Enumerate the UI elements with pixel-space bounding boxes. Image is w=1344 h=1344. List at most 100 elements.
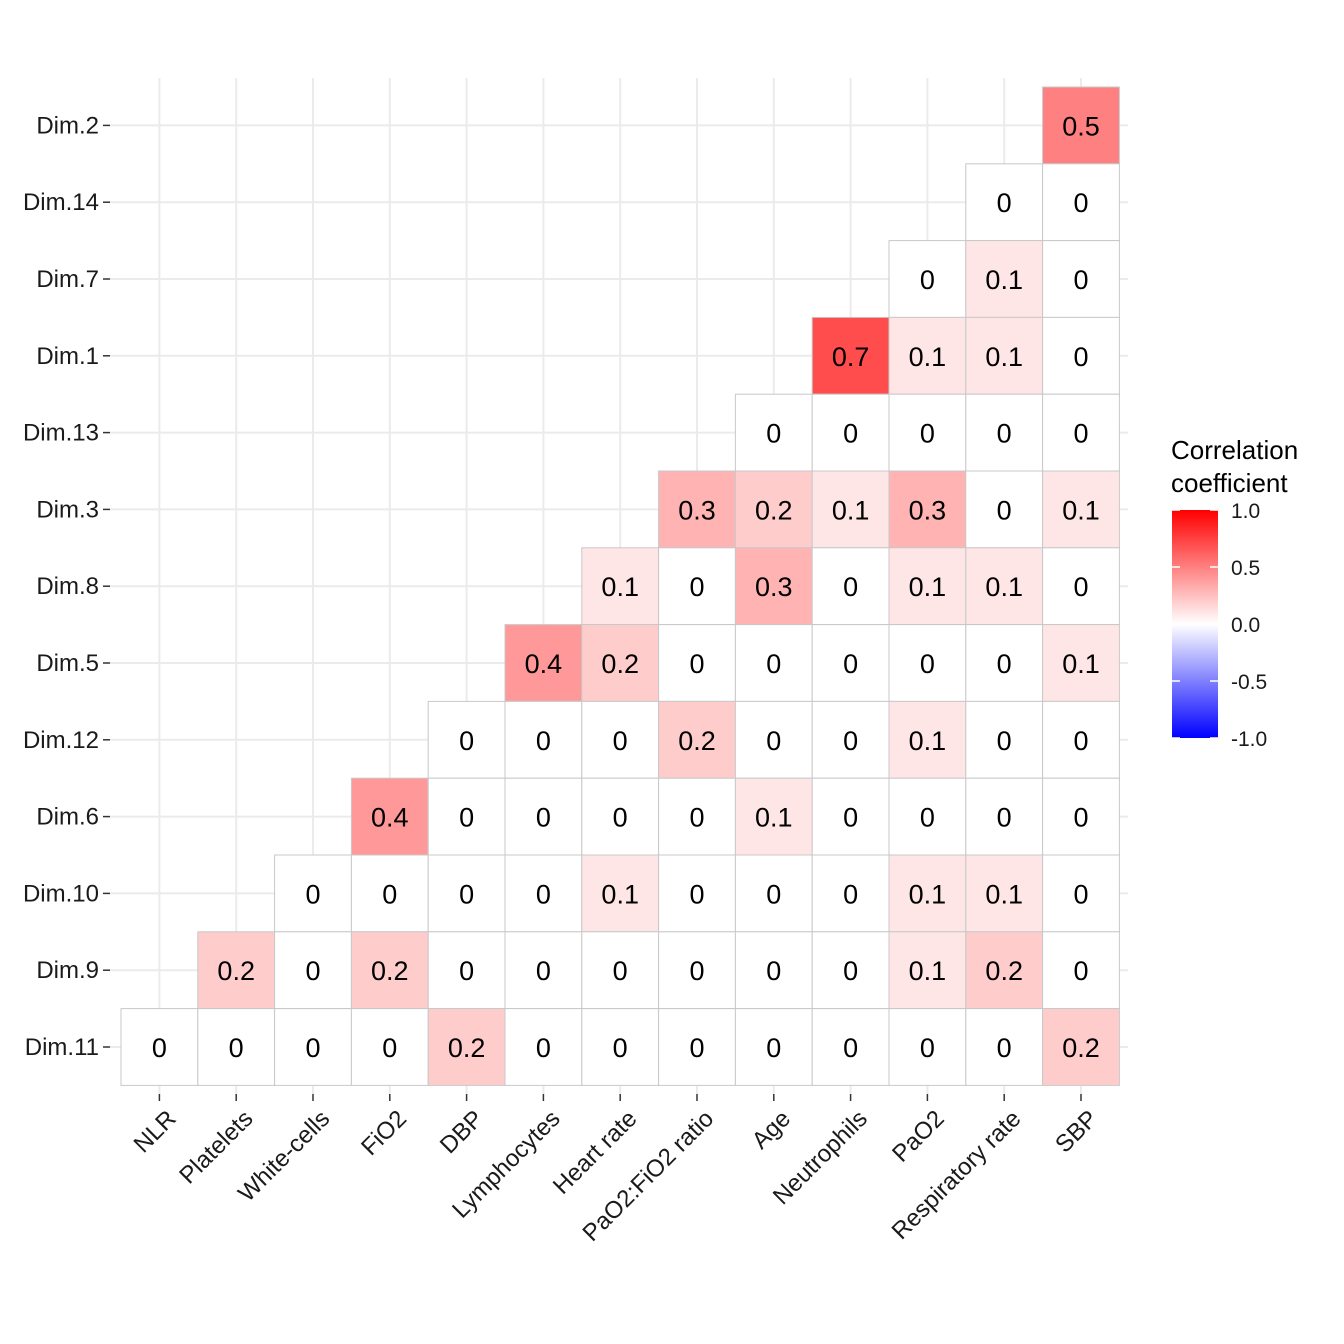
cell-value-label: 0.1: [909, 956, 947, 986]
cell-value-label: 0: [997, 419, 1012, 449]
cell-value-label: 0: [997, 649, 1012, 679]
cell-value-label: 0: [920, 1033, 935, 1063]
heatmap-cell: [427, 854, 506, 933]
heatmap-cell: [120, 1008, 199, 1086]
x-tick-label: PaO2:FiO2 ratio: [578, 1105, 720, 1247]
legend-tick-label: -1.0: [1231, 728, 1267, 751]
cell-value-label: 0: [689, 649, 704, 679]
heatmap-cell: [504, 777, 583, 856]
cell-value-label: 0: [997, 495, 1012, 525]
legend-tick-label: 1.0: [1231, 500, 1260, 523]
heatmap-cell: [888, 700, 967, 779]
y-tick-label: Dim.10: [23, 880, 99, 907]
cell-value-label: 0: [305, 956, 320, 986]
cell-value-label: 0: [536, 726, 551, 756]
legend-tick-label: 0.0: [1231, 614, 1260, 637]
heatmap-cell: [581, 1008, 660, 1086]
y-tick-label: Dim.7: [36, 266, 99, 293]
heatmap-cell: [658, 700, 736, 779]
heatmap-cell: [888, 931, 967, 1010]
heatmap-cell: [888, 854, 967, 933]
cell-value-label: 0: [613, 956, 628, 986]
cell-value-label: 0.1: [909, 726, 947, 756]
cell-value-label: 0: [613, 1033, 628, 1063]
heatmap-cell: [1042, 1008, 1120, 1086]
heatmap-cell: [658, 931, 736, 1010]
legend-title-line2: coefficient: [1171, 468, 1288, 498]
cell-value-label: 0: [613, 726, 628, 756]
cell-value-label: 0: [843, 803, 858, 833]
cell-value-label: 0: [920, 803, 935, 833]
heatmap-cell: [888, 393, 967, 472]
heatmap-cell: [581, 931, 660, 1010]
heatmap-cell: [811, 547, 890, 626]
x-tick-label: NLR: [129, 1105, 182, 1158]
cell-value-label: 0: [1073, 342, 1088, 372]
heatmap-cell: [965, 393, 1044, 472]
heatmap-cell: [658, 470, 736, 549]
heatmap-cell: [811, 700, 890, 779]
cell-value-label: 0.1: [601, 879, 639, 909]
cell-value-label: 0: [1073, 572, 1088, 602]
heatmap-cell: [734, 1008, 813, 1086]
cell-value-label: 0: [689, 803, 704, 833]
heatmap-cell: [888, 470, 967, 549]
y-tick-label: Dim.11: [25, 1034, 99, 1061]
cell-value-label: 0.1: [909, 879, 947, 909]
heatmap-cell: [811, 316, 890, 395]
cell-value-label: 0.1: [909, 572, 947, 602]
y-tick-label: Dim.3: [36, 496, 99, 523]
heatmap-cell: [581, 547, 660, 626]
cell-value-label: 0: [997, 188, 1012, 218]
legend-tick-label: 0.5: [1231, 557, 1260, 580]
heatmap-cell: [197, 1008, 276, 1086]
cell-value-label: 0: [843, 956, 858, 986]
heatmap-cell: [1042, 393, 1120, 472]
cell-value-label: 0: [843, 649, 858, 679]
heatmap-cell: [734, 624, 813, 702]
cell-value-label: 0: [305, 1033, 320, 1063]
cell-value-label: 0.2: [371, 956, 409, 986]
cell-value-label: 0: [1073, 188, 1088, 218]
cell-value-label: 0: [459, 879, 474, 909]
cell-value-label: 0: [1073, 265, 1088, 295]
x-tick-label: SBP: [1050, 1105, 1103, 1158]
heatmap-cell: [965, 163, 1044, 242]
heatmap-cell: [1042, 240, 1120, 318]
y-tick-label: Dim.13: [23, 420, 99, 447]
cell-value-label: 0: [843, 1033, 858, 1063]
cell-value-label: 0.4: [525, 649, 563, 679]
cell-value-label: 0.4: [371, 803, 409, 833]
cell-value-label: 0: [689, 956, 704, 986]
heatmap-cell: [1042, 700, 1120, 779]
cell-value-label: 0: [459, 726, 474, 756]
heatmap-cell: [274, 931, 352, 1010]
heatmap-cell: [1042, 316, 1120, 395]
cell-value-label: 0.1: [985, 572, 1023, 602]
cell-value-labels: 0.5 0 0 0 0.1 0 0.7 0.1 0.1 0 0 0 0 0 0 0.3 0.2 0.1 0.3 0 0.…: [152, 111, 1100, 1063]
cell-value-label: 0.2: [755, 495, 793, 525]
heatmap-cell: [1042, 931, 1120, 1010]
x-tick-label: Age: [747, 1105, 796, 1154]
heatmap-cell: [658, 624, 736, 702]
cell-value-label: 0: [843, 726, 858, 756]
cell-value-label: 0: [843, 419, 858, 449]
cell-value-label: 0: [229, 1033, 244, 1063]
y-tick-label: Dim.1: [36, 343, 99, 370]
heatmap-cell: [734, 470, 813, 549]
x-tick-label: PaO2: [887, 1105, 949, 1167]
cell-value-label: 0: [536, 803, 551, 833]
heatmap-cell: [811, 393, 890, 472]
heatmap-cell: [350, 931, 429, 1010]
heatmap-cell: [1042, 624, 1120, 702]
y-tick-label: Dim.14: [23, 189, 99, 216]
cell-value-label: 0: [536, 1033, 551, 1063]
cell-value-label: 0: [766, 419, 781, 449]
cell-value-label: 0: [382, 1033, 397, 1063]
cell-value-label: 0.1: [909, 342, 947, 372]
cell-value-label: 0: [843, 572, 858, 602]
legend-ticks: 1.0 0.5 0.0 -0.5 -1.0: [1172, 500, 1267, 751]
y-axis: Dim.2 Dim.14 Dim.7 Dim.1 Dim.13 Dim.3 Dim.8 Dim…: [23, 112, 110, 1061]
cell-value-label: 0: [536, 879, 551, 909]
heatmap-cell: [734, 854, 813, 933]
